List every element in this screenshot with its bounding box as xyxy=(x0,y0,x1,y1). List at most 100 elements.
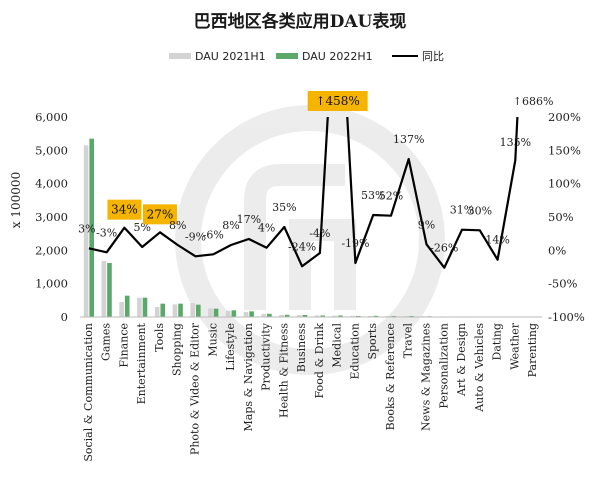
yoy-highlight-box xyxy=(107,199,142,220)
y-tick-label: 4,000 xyxy=(35,177,68,191)
x-tick-label: Music xyxy=(206,323,219,357)
yoy-data-label: -4% xyxy=(309,227,330,240)
yoy-data-label: 8% xyxy=(169,219,186,232)
yoy-data-label: 9% xyxy=(418,218,435,231)
bar-2021 xyxy=(208,308,213,317)
bar-2021 xyxy=(297,315,302,317)
yoy-data-label: 53% xyxy=(361,189,385,202)
yoy-data-label: -24% xyxy=(288,240,316,253)
yoy-highlight-box xyxy=(307,91,368,111)
yoy-data-label: ↑686% xyxy=(513,95,554,108)
bar-2021 xyxy=(279,315,284,317)
bar-2022 xyxy=(196,304,201,317)
bar-2021 xyxy=(190,303,195,317)
y-tick-label: 1,000 xyxy=(35,277,68,291)
y2-tick-label: 100% xyxy=(548,177,581,191)
yoy-data-label: 4% xyxy=(258,222,275,235)
x-tick-label: Parenting xyxy=(526,323,539,377)
yoy-data-label: 34% xyxy=(111,203,138,217)
bar-2021 xyxy=(261,314,267,317)
x-tick-label: Tools xyxy=(153,323,166,352)
bar-2021 xyxy=(350,315,355,317)
bar-2022 xyxy=(373,315,379,317)
y2-tick-label: -100% xyxy=(548,310,585,324)
yoy-data-label: 35% xyxy=(272,201,296,214)
bar-2021 xyxy=(172,304,178,317)
yoy-data-label: -9% xyxy=(185,230,206,243)
y-tick-label: 2,000 xyxy=(35,243,68,257)
y-tick-label: 0 xyxy=(61,310,68,324)
yoy-data-label: ↑458% xyxy=(315,94,359,108)
x-tick-label: Games xyxy=(100,323,113,361)
bar-2021 xyxy=(243,312,249,317)
yoy-data-label: 31% xyxy=(450,204,474,217)
yoy-data-label: -3% xyxy=(96,226,117,239)
legend-swatch-2021 xyxy=(169,53,191,59)
bar-2022 xyxy=(178,303,183,317)
y2-tick-label: 50% xyxy=(548,210,574,224)
yoy-data-label: 27% xyxy=(147,207,174,221)
x-tick-label: Personalization xyxy=(437,323,450,409)
bar-2021 xyxy=(154,307,160,317)
y2-tick-label: 0% xyxy=(548,243,566,257)
chart-title: 巴西地区各类应用DAU表现 xyxy=(194,11,407,32)
bar-2022 xyxy=(284,314,290,317)
yoy-line-group xyxy=(88,117,519,269)
bar-2021 xyxy=(119,302,124,317)
x-tick-label: Finance xyxy=(117,323,130,368)
legend-label-yoy: 同比 xyxy=(422,50,444,63)
bar-2021 xyxy=(83,145,89,317)
x-tick-label: Books & Reference xyxy=(384,323,397,430)
bar-2022 xyxy=(124,295,130,317)
bar-2022 xyxy=(267,313,272,317)
bar-2022 xyxy=(302,315,308,317)
yoy-data-label: 17% xyxy=(237,213,261,226)
y-tick-label: 5,000 xyxy=(35,143,68,157)
x-tick-label: Productivity xyxy=(260,322,273,391)
y2-tick-label: 200% xyxy=(548,110,581,124)
bar-2022 xyxy=(107,263,112,317)
y-axis-label: x 100000 xyxy=(9,172,23,228)
x-tick-label: Weather xyxy=(508,322,521,369)
x-tick-label: Business xyxy=(295,323,308,373)
yoy-data-label: 137% xyxy=(393,133,424,146)
x-tick-label: News & Magazines xyxy=(420,323,433,431)
bar-2022 xyxy=(142,297,148,317)
x-tick-label: Maps & Navigation xyxy=(242,323,255,431)
bar-2022 xyxy=(231,310,237,317)
bar-2021 xyxy=(314,315,320,317)
yoy-data-label: 30% xyxy=(468,204,492,217)
right-axis-ticks: -100% -50% 0% 50% 100% 150% 200% xyxy=(548,110,585,324)
y2-tick-label: -50% xyxy=(548,277,578,291)
x-tick-label: Social & Communication xyxy=(82,323,95,462)
x-tick-label: Shopping xyxy=(171,323,184,376)
bar-2022 xyxy=(89,138,94,317)
x-tick-label: Dating xyxy=(491,323,504,360)
x-tick-label: Lifestyle xyxy=(224,323,237,371)
bar-2022 xyxy=(355,315,361,317)
watermark-logo xyxy=(175,105,445,375)
bar-2021 xyxy=(225,310,231,317)
x-axis-labels: Social & Communication Games Finance Entert… xyxy=(82,322,539,461)
x-tick-label: Medical xyxy=(331,323,344,368)
yoy-data-label: -26% xyxy=(430,242,458,255)
legend-label-2022: DAU 2022H1 xyxy=(302,50,373,63)
yoy-line xyxy=(88,117,519,269)
bar-2022 xyxy=(213,308,219,317)
bar-2021 xyxy=(332,315,338,317)
bar-2022 xyxy=(249,311,254,317)
y2-tick-label: 150% xyxy=(548,143,581,157)
x-tick-label: Sports xyxy=(366,323,379,360)
bar-2022 xyxy=(338,315,343,317)
y-tick-label: 6,000 xyxy=(35,110,68,124)
x-tick-label: Food & Drink xyxy=(313,323,326,399)
legend-label-2021: DAU 2021H1 xyxy=(195,50,266,63)
yoy-data-label: -6% xyxy=(203,228,224,241)
bar-2021 xyxy=(137,297,142,317)
y-tick-label: 3,000 xyxy=(35,210,68,224)
legend: DAU 2021H1 DAU 2022H1 同比 xyxy=(169,50,444,63)
bar-2021 xyxy=(101,261,107,317)
left-axis-ticks: 0 1,000 2,000 3,000 4,000 5,000 6,000 xyxy=(35,110,68,324)
yoy-data-label: 135% xyxy=(500,136,531,149)
